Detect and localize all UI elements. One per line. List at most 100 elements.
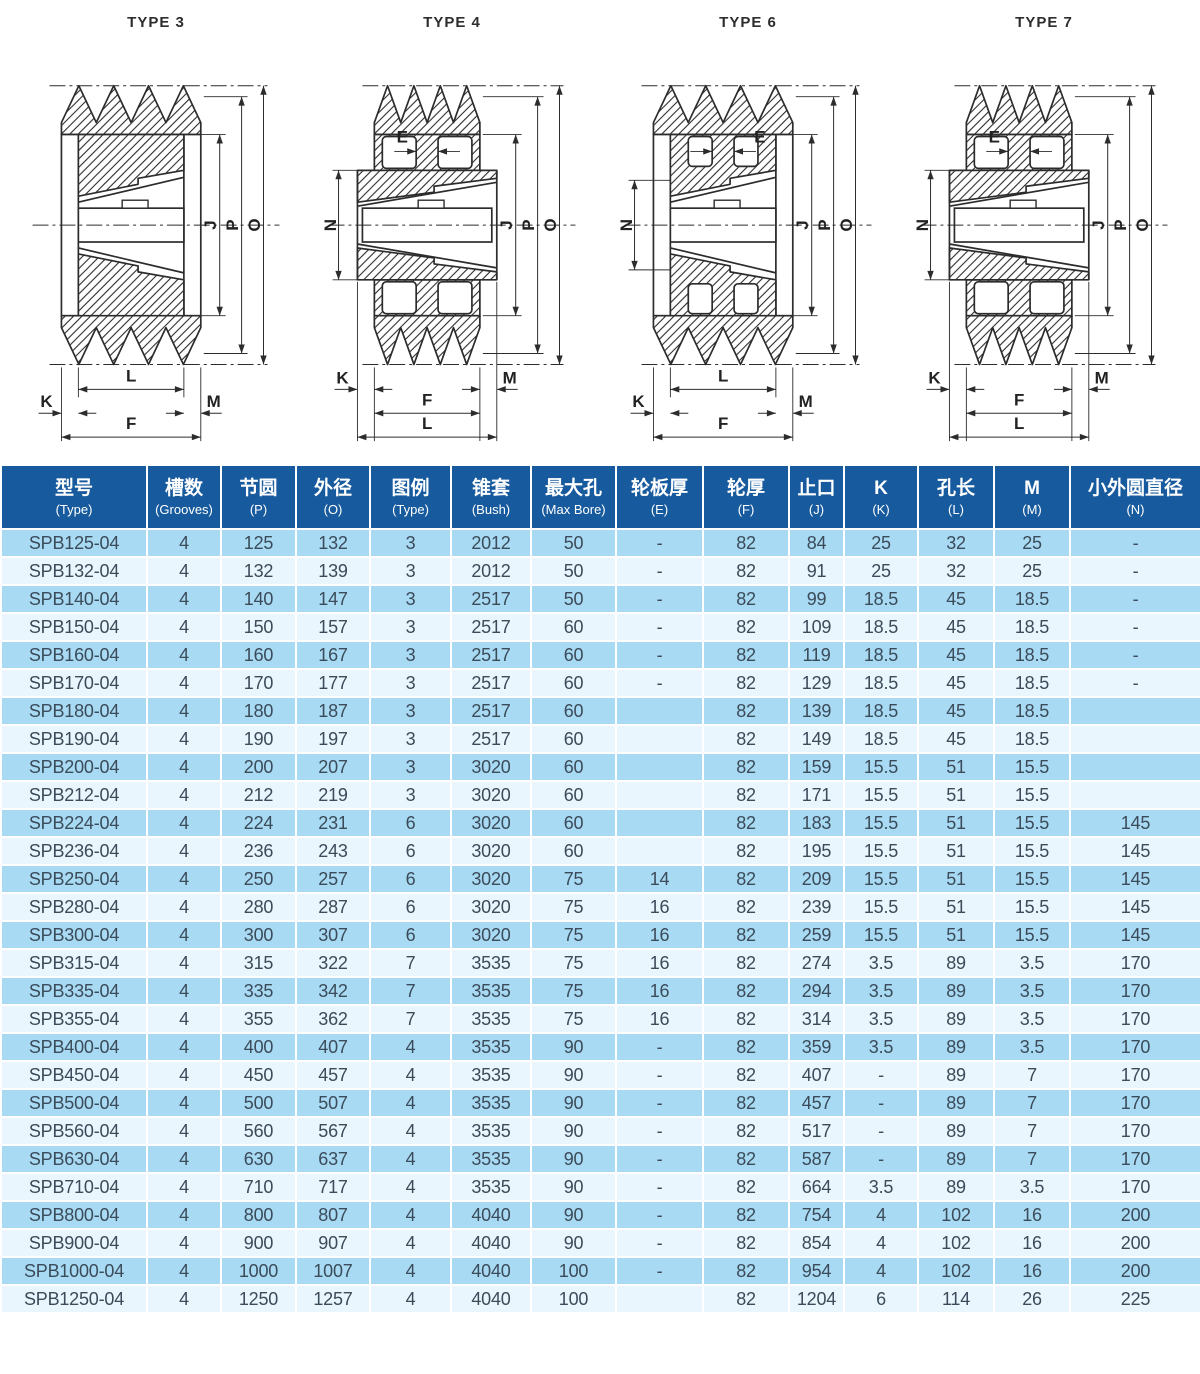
table-cell: 82 [702, 836, 790, 866]
table-cell: 25 [993, 528, 1071, 558]
table-cell: 3 [369, 724, 452, 754]
table-cell: 4 [146, 1144, 222, 1174]
table-cell: 45 [917, 668, 995, 698]
table-cell: 170 [1069, 1116, 1200, 1146]
table-cell: 82 [702, 808, 790, 838]
table-cell: 26 [993, 1284, 1071, 1314]
table-cell: 3 [369, 640, 452, 670]
table-cell: 82 [702, 864, 790, 894]
table-cell: 7 [993, 1060, 1071, 1090]
table-cell: 3535 [450, 976, 532, 1006]
dim-label-p: P [1111, 219, 1130, 230]
table-cell: 1257 [295, 1284, 371, 1314]
column-header-zh: 型号 [54, 477, 93, 499]
table-cell: 3 [369, 696, 452, 726]
table-cell: 4 [369, 1088, 452, 1118]
table-cell: 89 [917, 1144, 995, 1174]
dim-label-f: F [126, 414, 136, 433]
column-header-zh: 外径 [313, 477, 352, 499]
table-cell: 225 [1069, 1284, 1200, 1314]
table-cell: 664 [788, 1172, 845, 1202]
table-cell: 82 [702, 1088, 790, 1118]
table-cell: 3535 [450, 1004, 532, 1034]
table-cell: 3535 [450, 948, 532, 978]
table-cell: 170 [1069, 1032, 1200, 1062]
table-cell: 807 [295, 1200, 371, 1230]
table-cell: 90 [530, 1228, 617, 1258]
table-cell: 4 [146, 1200, 222, 1230]
table-cell: - [1069, 612, 1200, 642]
table-cell: 457 [295, 1060, 371, 1090]
table-cell [615, 696, 704, 726]
table-cell: 3.5 [843, 1172, 919, 1202]
dim-label-j: J [1089, 220, 1108, 229]
dim-label-n: N [617, 219, 636, 231]
pulley-cross-section: J P O N E K M FL [321, 84, 576, 442]
table-cell: SPB280-04 [0, 892, 148, 922]
table-cell: 18.5 [843, 668, 919, 698]
column-header: 孔长 (L) [917, 464, 995, 530]
table-cell: SPB200-04 [0, 752, 148, 782]
table-cell: 4 [146, 1116, 222, 1146]
dim-label-p: P [519, 219, 538, 230]
table-cell: - [615, 1032, 704, 1062]
table-cell: 51 [917, 808, 995, 838]
table-cell: 157 [295, 612, 371, 642]
table-row: SPB236-04 4 236 243 6 3020 60 82 195 15.5 51 15.5 14… [0, 836, 1200, 866]
table-body: SPB125-04 4 125 132 3 2012 50-82 84 25 32 25- SPB13… [0, 528, 1200, 1314]
table-cell: 15.5 [843, 752, 919, 782]
dim-label-p: P [223, 219, 242, 230]
table-cell: 4040 [450, 1256, 532, 1286]
table-cell: 236 [220, 836, 297, 866]
table-cell: SPB355-04 [0, 1004, 148, 1034]
table-cell: 90 [530, 1172, 617, 1202]
table-cell: 507 [295, 1088, 371, 1118]
table-cell: 4 [146, 780, 222, 810]
pulley-cross-section: J P O N E K M FL [913, 84, 1168, 442]
table-cell: 82 [702, 1004, 790, 1034]
table-cell: 159 [788, 752, 845, 782]
table-cell: 457 [788, 1088, 845, 1118]
table-cell: 82 [702, 668, 790, 698]
table-cell: 4 [369, 1256, 452, 1286]
table-cell: 18.5 [993, 640, 1071, 670]
column-header: 轮厚 (F) [702, 464, 790, 530]
table-cell: 16 [615, 1004, 704, 1034]
column-header-en: (M) [1022, 501, 1042, 517]
table-row: SPB212-04 4 212 219 3 3020 60 82 171 15.5 51 15.5 [0, 780, 1200, 810]
table-cell: 183 [788, 808, 845, 838]
table-cell: - [615, 1256, 704, 1286]
table-cell: 45 [917, 696, 995, 726]
table-cell: 1007 [295, 1256, 371, 1286]
table-row: SPB180-04 4 180 187 3 2517 60 82 139 18.5 45 18.5 [0, 696, 1200, 726]
table-cell: 2517 [450, 724, 532, 754]
table-cell: 170 [1069, 976, 1200, 1006]
table-cell: 710 [220, 1172, 297, 1202]
table-row: SPB560-04 4 560 567 4 3535 90-82 517-89 7 170 [0, 1116, 1200, 1146]
table-cell: 2517 [450, 612, 532, 642]
table-cell: 18.5 [993, 668, 1071, 698]
table-cell: - [1069, 584, 1200, 614]
table-cell: 6 [369, 920, 452, 950]
dim-label-j: J [497, 220, 516, 229]
column-header: 轮板厚 (E) [615, 464, 704, 530]
table-cell [615, 836, 704, 866]
table-row: SPB280-04 4 280 287 6 3020 75 16 82 239 15.5 51 15.5… [0, 892, 1200, 922]
dim-label-e: E [989, 127, 1000, 146]
table-cell: 82 [702, 696, 790, 726]
column-header: 最大孔 (Max Bore) [530, 464, 617, 530]
table-cell: 89 [917, 948, 995, 978]
table-cell: SPB335-04 [0, 976, 148, 1006]
column-header-zh: 槽数 [164, 477, 203, 499]
table-cell: SPB630-04 [0, 1144, 148, 1174]
table-cell: 16 [615, 976, 704, 1006]
table-cell: 587 [788, 1144, 845, 1174]
table-cell: 4 [146, 808, 222, 838]
table-cell [1069, 696, 1200, 726]
table-cell: SPB212-04 [0, 780, 148, 810]
table-row: SPB900-04 4 900 907 4 4040 90-82 854 4 102 16 200 [0, 1228, 1200, 1258]
table-cell: 3020 [450, 808, 532, 838]
